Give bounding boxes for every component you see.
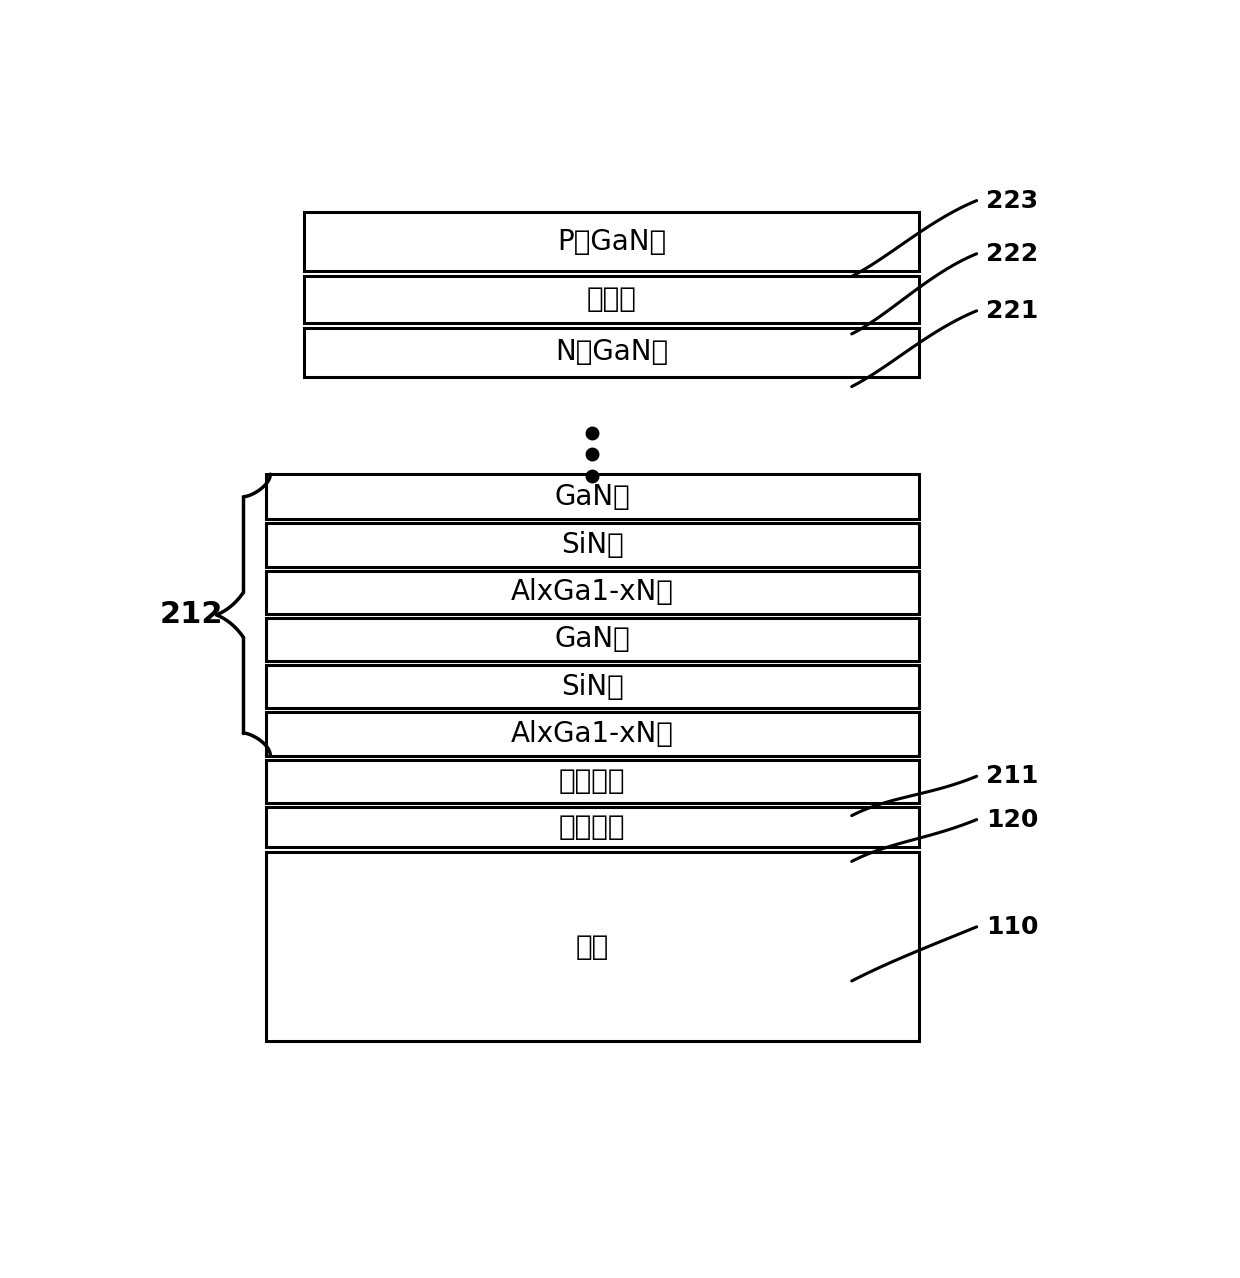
- Text: P型GaN层: P型GaN层: [557, 227, 666, 256]
- Text: 110: 110: [986, 915, 1039, 939]
- Bar: [265, 665, 919, 708]
- Bar: [304, 212, 919, 271]
- Text: 有源层: 有源层: [587, 285, 636, 313]
- Text: GaN层: GaN层: [554, 483, 630, 511]
- Text: GaN层: GaN层: [554, 625, 630, 653]
- Text: AlxGa1-xN层: AlxGa1-xN层: [511, 578, 673, 606]
- Bar: [265, 806, 919, 847]
- Bar: [304, 276, 919, 322]
- Bar: [265, 570, 919, 613]
- Bar: [304, 327, 919, 377]
- Text: 221: 221: [986, 299, 1039, 323]
- Text: 缓冲子层: 缓冲子层: [559, 767, 625, 795]
- Bar: [265, 617, 919, 661]
- Text: AlxGa1-xN层: AlxGa1-xN层: [511, 720, 673, 748]
- Text: SiN层: SiN层: [560, 532, 624, 558]
- Text: 222: 222: [986, 242, 1038, 266]
- Text: N型GaN层: N型GaN层: [556, 339, 668, 366]
- Text: 石墨烯层: 石墨烯层: [559, 813, 625, 841]
- Bar: [265, 759, 919, 803]
- Text: 基底: 基底: [575, 933, 609, 961]
- Text: 223: 223: [986, 189, 1038, 212]
- Text: SiN层: SiN层: [560, 672, 624, 700]
- Text: 212: 212: [160, 601, 223, 629]
- Bar: [265, 852, 919, 1042]
- Bar: [265, 712, 919, 755]
- Text: 211: 211: [986, 764, 1039, 789]
- Bar: [265, 474, 919, 519]
- Text: 120: 120: [986, 808, 1039, 832]
- Bar: [265, 524, 919, 566]
